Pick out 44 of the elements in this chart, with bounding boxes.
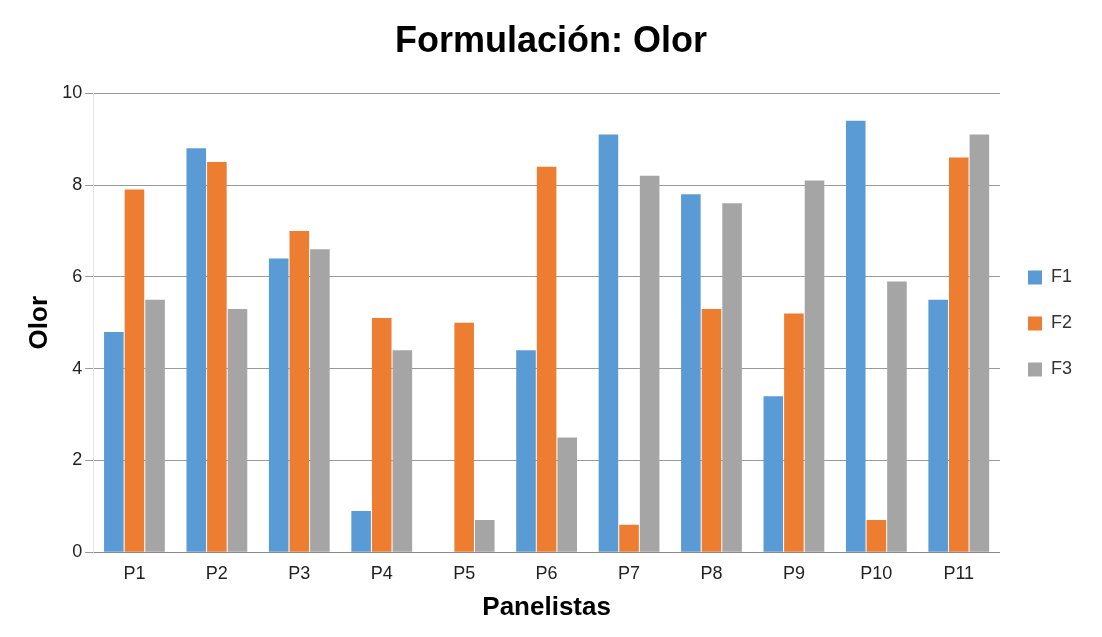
legend-label: F2 [1050, 312, 1073, 333]
x-tick-label: P11 [943, 562, 975, 583]
bar [289, 230, 310, 552]
bar [371, 318, 392, 552]
bar [104, 331, 124, 552]
bar [845, 120, 866, 552]
y-tick-label: 6 [72, 265, 83, 286]
bar [268, 258, 289, 552]
x-tick-label: P8 [700, 562, 723, 583]
x-axis-title: Panelistas [482, 590, 611, 621]
bar [516, 350, 536, 552]
bar [681, 194, 701, 552]
bar [186, 148, 207, 552]
bar [454, 322, 474, 552]
bar [866, 520, 887, 552]
x-tick-label: P1 [123, 562, 146, 583]
bar [763, 396, 784, 552]
x-tick-label: P6 [535, 562, 558, 583]
x-tick-label: P3 [288, 562, 311, 583]
x-tick-label: P4 [370, 562, 393, 583]
y-tick-label: 4 [72, 357, 83, 378]
x-tick-label: P7 [618, 562, 641, 583]
bar [948, 157, 969, 552]
legend-label: F1 [1050, 266, 1073, 287]
bar [351, 510, 371, 552]
bar [928, 299, 948, 552]
y-tick-label: 10 [62, 82, 83, 103]
legend-label: F3 [1050, 358, 1073, 379]
bar [207, 162, 227, 552]
bar [619, 524, 639, 552]
bar [598, 134, 619, 552]
y-axis-title: Olor [22, 295, 53, 350]
bar [536, 166, 557, 552]
chart-title: Formulación: Olor [394, 18, 708, 60]
x-tick-label: P9 [782, 562, 805, 583]
y-tick-label: 8 [72, 173, 83, 194]
bar [701, 308, 722, 552]
bar [124, 189, 145, 552]
y-tick-label: 0 [72, 541, 83, 562]
x-tick-label: P2 [205, 562, 228, 583]
y-tick-label: 2 [72, 449, 83, 470]
x-tick-label: P10 [860, 562, 893, 583]
x-tick-label: P5 [453, 562, 476, 583]
bar [784, 313, 804, 552]
